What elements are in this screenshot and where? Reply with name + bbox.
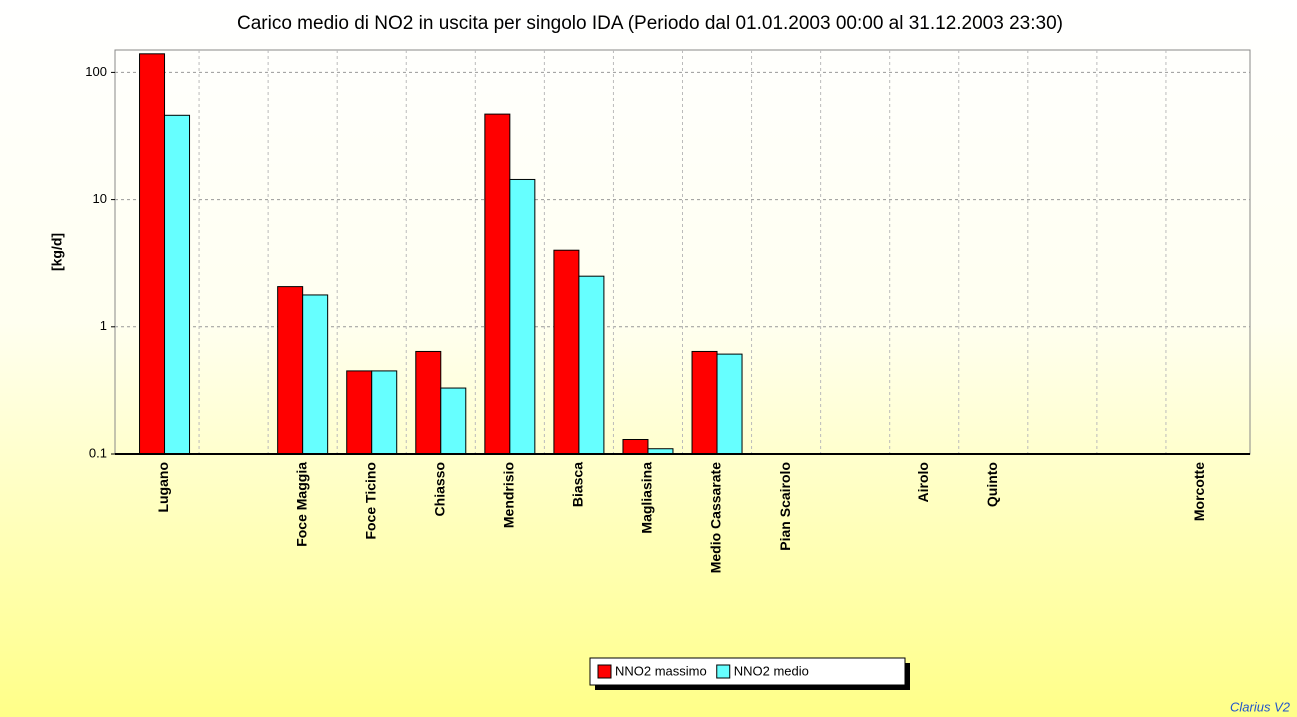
bar <box>346 370 373 455</box>
bar <box>371 370 398 455</box>
x-tick-label: Quinto <box>984 462 1000 507</box>
legend-box <box>589 657 906 686</box>
bar <box>164 114 191 455</box>
bar <box>509 178 536 455</box>
chart-title: Carico medio di NO2 in uscita per singol… <box>237 13 1063 34</box>
legend-label: NNO2 massimo <box>615 663 707 678</box>
y-axis-label: [kg/d] <box>49 233 65 271</box>
bar <box>302 294 329 455</box>
bar <box>578 275 605 455</box>
y-tick-label: 0.1 <box>89 445 107 460</box>
footer: Clarius V2 <box>1230 699 1291 714</box>
bar <box>484 113 511 455</box>
x-tick-label: Biasca <box>570 462 586 507</box>
y-tick-label: 10 <box>93 191 107 206</box>
bar <box>622 439 649 455</box>
legend-label: NNO2 medio <box>734 663 809 678</box>
x-tick-label: Pian Scairolo <box>777 462 793 551</box>
bar <box>440 387 467 455</box>
x-tick-label: Lugano <box>155 462 171 513</box>
x-tick-label: Chiasso <box>431 462 447 516</box>
x-tick-label: Magliasina <box>639 462 655 534</box>
y-tick-label: 100 <box>85 64 107 79</box>
y-tick-label: 1 <box>100 318 107 333</box>
bar <box>716 353 743 455</box>
legend-swatch <box>716 664 731 679</box>
bar <box>691 350 718 455</box>
bar <box>415 350 442 455</box>
bar <box>139 53 166 455</box>
bar <box>277 286 304 455</box>
x-tick-label: Foce Ticino <box>362 462 378 540</box>
x-tick-label: Medio Cassarate <box>708 462 724 573</box>
bar <box>553 249 580 455</box>
legend-swatch <box>597 664 612 679</box>
x-tick-label: Foce Maggia <box>293 462 309 547</box>
x-tick-label: Airolo <box>915 462 931 502</box>
x-tick-label: Mendrisio <box>501 462 517 528</box>
x-tick-label: Morcotte <box>1191 462 1207 521</box>
